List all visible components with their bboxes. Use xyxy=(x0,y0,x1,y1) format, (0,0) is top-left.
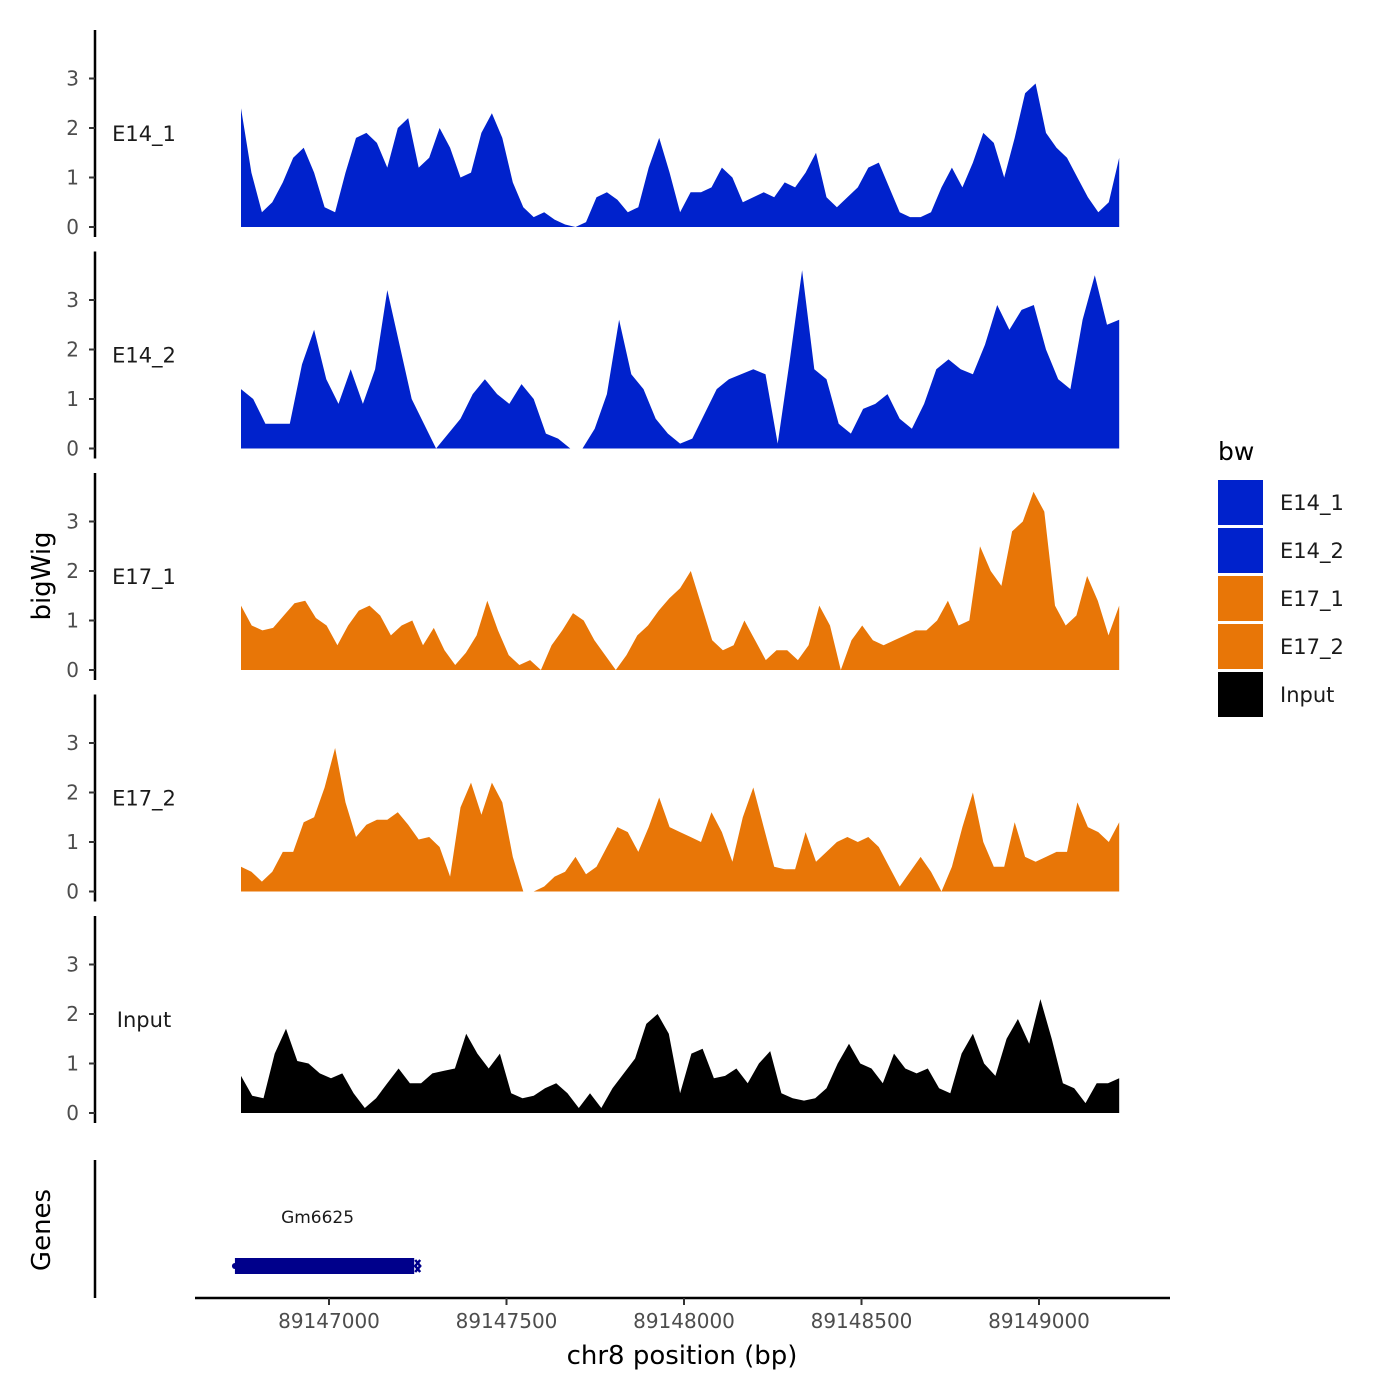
legend-label: E17_2 xyxy=(1280,635,1344,660)
y-tick-label: 0 xyxy=(66,215,79,239)
coverage-area-input xyxy=(241,999,1120,1113)
x-axis-title: chr8 position (bp) xyxy=(567,1341,798,1371)
track-e17-1: 0 1 2 3 E17_1 xyxy=(66,473,1120,682)
coverage-area-e14-2 xyxy=(241,270,1120,449)
x-tick-label: 89147000 xyxy=(278,1309,380,1333)
legend-label: Input xyxy=(1280,683,1334,707)
gene-body xyxy=(234,1258,415,1274)
gene-strand-arrow xyxy=(414,1259,422,1273)
y-tick-label: 1 xyxy=(66,387,79,411)
y-tick-label: 3 xyxy=(66,67,79,91)
track-e14-2: 0 1 2 3 E14_2 xyxy=(66,251,1120,461)
track-label: Input xyxy=(117,1008,171,1032)
track-e14-1: 0 1 2 3 E14_1 xyxy=(66,30,1120,239)
y-tick-label: 0 xyxy=(66,1101,79,1125)
y-tick-label: 3 xyxy=(66,288,79,312)
genes-track: Gm6625 xyxy=(93,1160,422,1298)
legend-swatch-e14-1 xyxy=(1218,480,1263,525)
y-tick-label: 3 xyxy=(66,953,79,977)
x-tick-label: 89148500 xyxy=(811,1309,913,1333)
track-input: 0 1 2 3 Input xyxy=(66,916,1120,1125)
legend-swatch-e17-1 xyxy=(1218,576,1263,621)
legend-title: bw xyxy=(1218,437,1254,466)
track-label: E17_1 xyxy=(112,565,176,590)
y-tick-label: 2 xyxy=(66,116,79,140)
gene-strand-arrow xyxy=(413,1259,422,1273)
y-tick-label: 3 xyxy=(66,510,79,534)
y-tick-label: 0 xyxy=(66,658,79,682)
y-tick-label: 2 xyxy=(66,559,79,583)
coverage-area-e17-1 xyxy=(241,491,1120,670)
gene-label: Gm6625 xyxy=(281,1208,354,1228)
legend-label: E17_1 xyxy=(1280,587,1344,612)
y-tick-label: 1 xyxy=(66,609,79,633)
x-tick-label: 89149000 xyxy=(988,1309,1090,1333)
y-tick-label: 2 xyxy=(66,781,79,805)
coverage-area-e17-2 xyxy=(241,748,1120,892)
y-tick-label: 0 xyxy=(66,880,79,904)
coverage-tracks: 0 1 2 3 E14_1 0 1 2 3 E14_2 0 1 2 3 E17_1 0 1 2 3 E17_2 0 1 2 3… xyxy=(66,30,1120,1125)
legend-swatch-e17-2 xyxy=(1218,624,1263,669)
track-label: E14_2 xyxy=(112,344,176,369)
y-tick-label: 3 xyxy=(66,731,79,755)
y-tick-label: 1 xyxy=(66,166,79,190)
x-tick-label: 89147500 xyxy=(456,1309,558,1333)
x-axis: 89147000 89147500 89148000 89148500 89149000 xyxy=(195,1296,1170,1333)
legend: bw E14_1 E14_2 E17_1 E17_2 Input xyxy=(1218,437,1344,717)
y-tick-label: 0 xyxy=(66,437,79,461)
y-tick-label: 2 xyxy=(66,1002,79,1026)
legend-label: E14_2 xyxy=(1280,539,1344,564)
track-label: E14_1 xyxy=(112,122,176,147)
x-tick-label: 89148000 xyxy=(633,1309,735,1333)
coverage-area-e14-1 xyxy=(241,83,1120,227)
y-tick-label: 2 xyxy=(66,338,79,362)
y-axis-title: bigWig xyxy=(27,531,57,620)
genes-axis-title: Genes xyxy=(27,1189,57,1271)
track-label: E17_2 xyxy=(112,787,176,812)
legend-swatch-e14-2 xyxy=(1218,528,1263,573)
y-tick-label: 1 xyxy=(66,830,79,854)
track-e17-2: 0 1 2 3 E17_2 xyxy=(66,694,1120,904)
y-tick-label: 1 xyxy=(66,1052,79,1076)
legend-swatch-input xyxy=(1218,672,1263,717)
gene-end-marker xyxy=(231,1263,238,1269)
legend-label: E14_1 xyxy=(1280,491,1344,516)
